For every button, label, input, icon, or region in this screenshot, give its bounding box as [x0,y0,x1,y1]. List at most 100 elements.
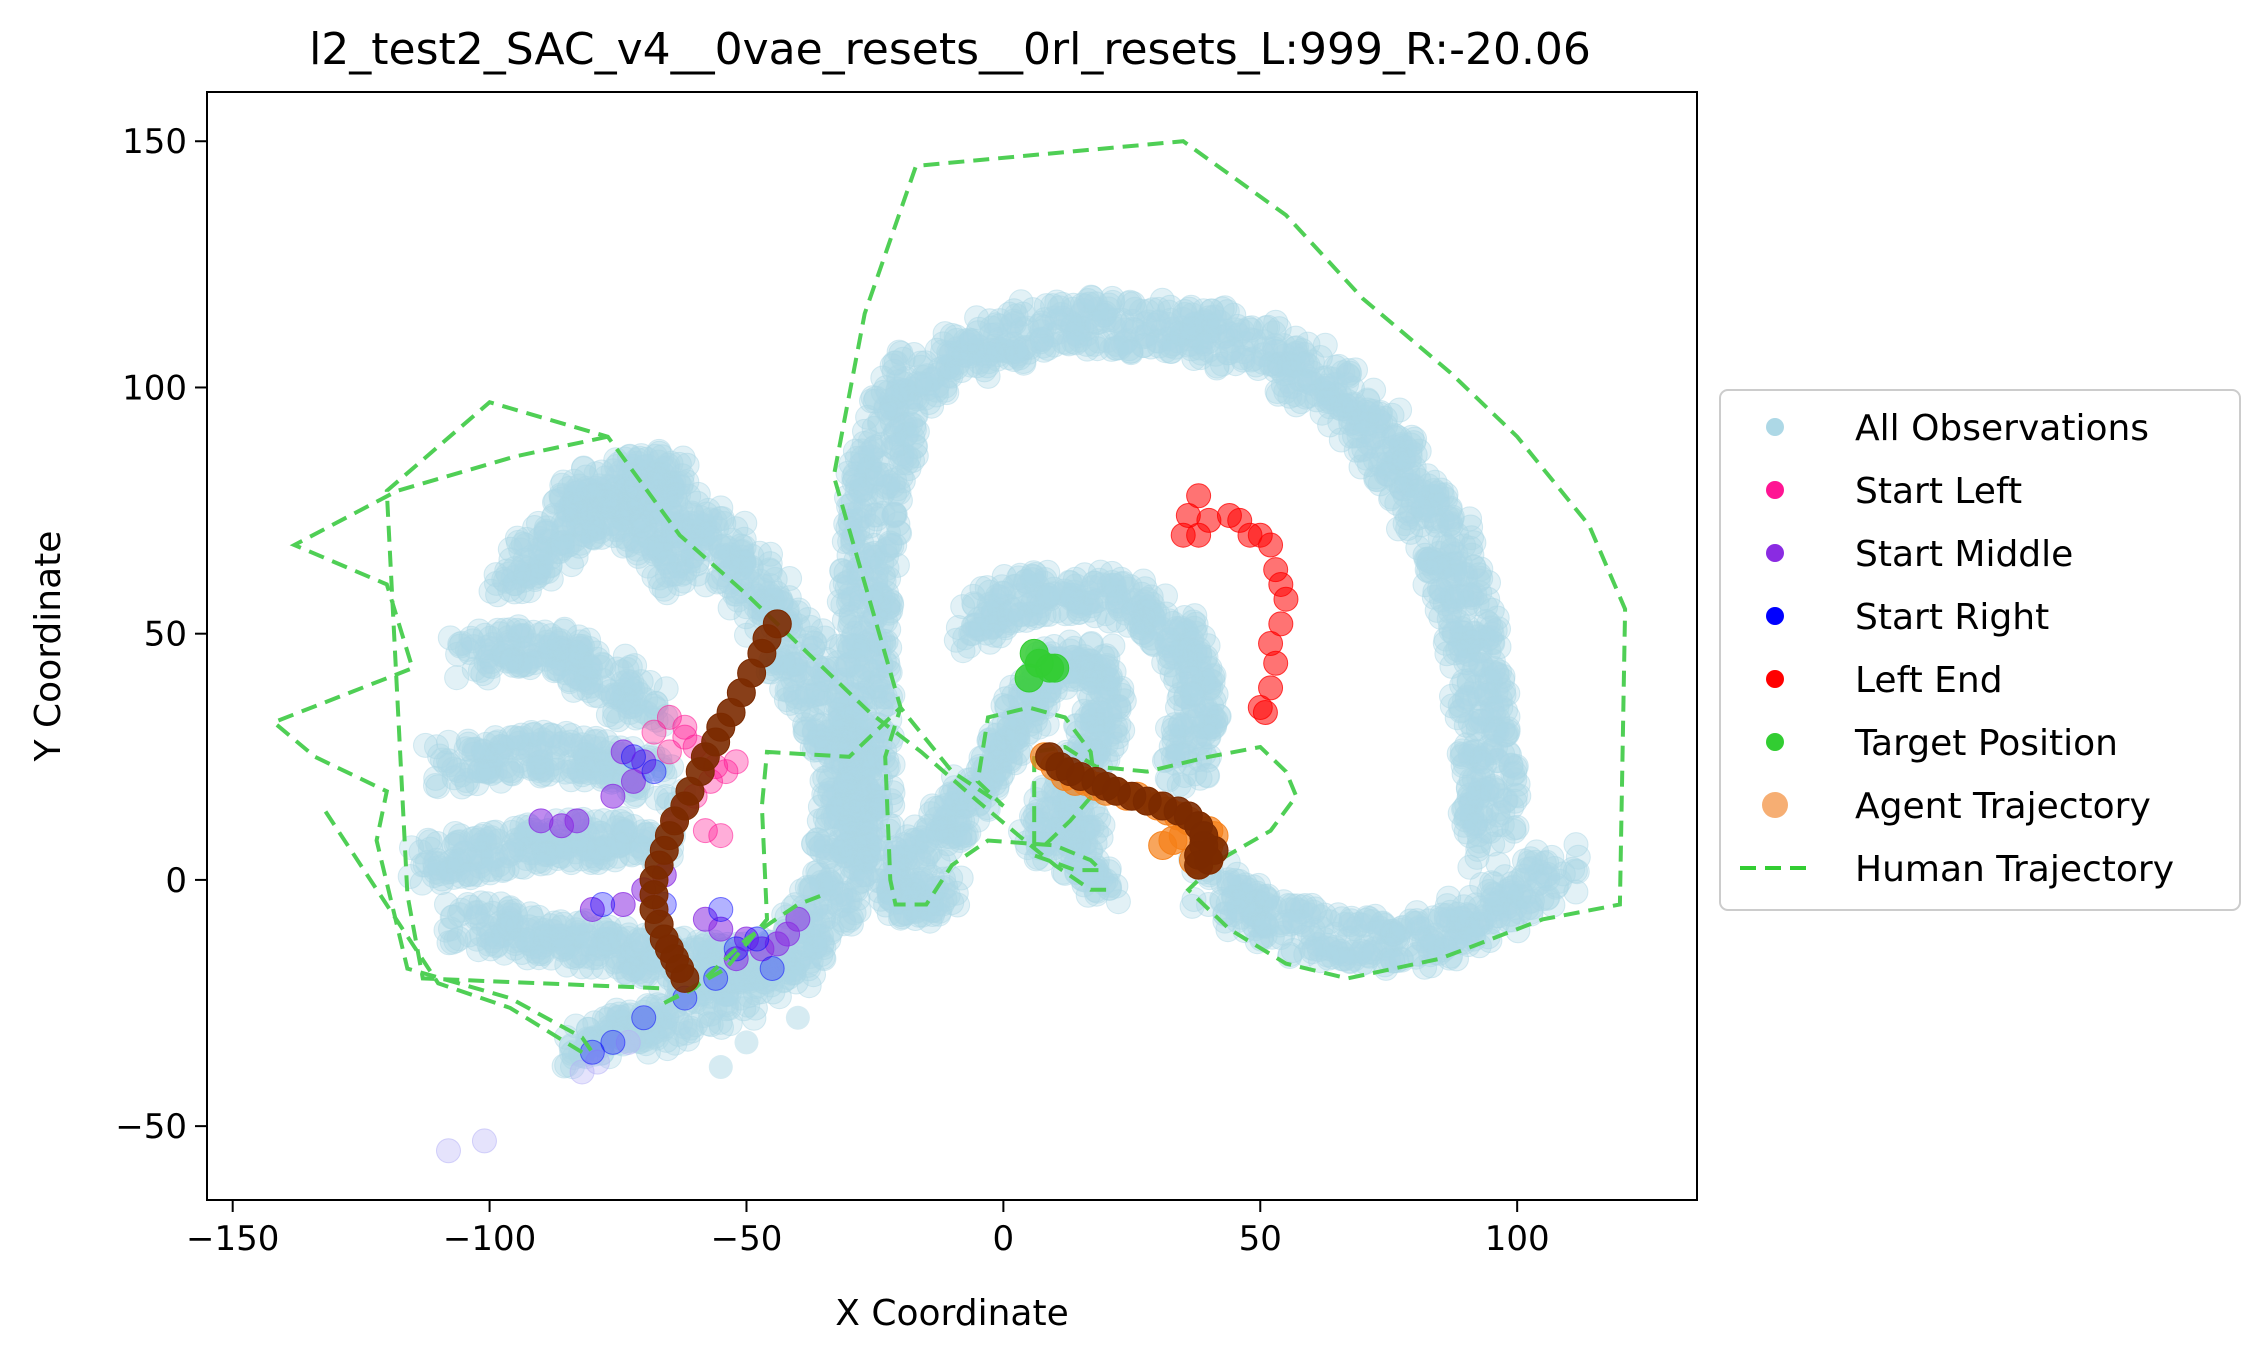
chart-title: l2_test2_SAC_v4__0vae_resets__0rl_resets… [309,24,1591,75]
observation-point [591,835,616,861]
start-point-faded [435,1138,461,1164]
observation-point [408,839,434,865]
left-end-point [1196,507,1222,533]
left-end-point [1247,695,1273,721]
observation-point [1525,871,1551,897]
observation-point [459,826,484,852]
y-tick-label: −50 [115,1107,187,1147]
y-tick-label: 100 [122,368,187,408]
legend-label: Agent Trajectory [1855,786,2151,827]
observation-point [1328,393,1354,418]
observation-point [862,783,887,809]
legend-marker [1766,670,1784,688]
agent-trajectory-point [1199,835,1229,865]
legend-label: All Observations [1855,408,2149,449]
observation-point [1565,844,1591,870]
left-end-point [1258,532,1284,558]
observation-point [577,734,603,760]
observation-point [734,1030,759,1055]
observation-point [528,540,553,566]
observation-point [590,667,616,693]
observation-point [1534,849,1560,875]
legend-marker [1762,792,1788,818]
legend-label: Left End [1855,660,2003,701]
observation-point [1501,874,1526,900]
observation-point [537,722,563,748]
observation-point [422,850,448,876]
observation-point [415,827,441,853]
start-middle-point [564,808,590,834]
observation-point [1086,806,1112,832]
x-tick-label: −150 [186,1219,279,1259]
observation-point [413,732,438,758]
legend-label: Human Trajectory [1855,849,2174,890]
start-right-point [600,1029,626,1055]
legend-marker [1766,607,1784,625]
legend-marker [1766,481,1784,499]
legend-label: Target Position [1854,723,2118,764]
observation-point [465,899,491,925]
observation-point [455,862,481,888]
plot-area [269,139,1628,1164]
observation-point [1360,398,1386,424]
observation-point [508,734,534,760]
observation-point [585,850,611,875]
legend-label: Start Left [1855,471,2022,512]
observation-point [512,652,538,678]
observation-point [547,843,573,869]
observation-point [801,831,826,857]
observation-point [1467,828,1493,854]
legend-label: Start Middle [1855,534,2073,575]
observation-point [551,730,577,756]
start-left-point [723,749,749,775]
observation-point [653,676,679,702]
observation-point [1008,289,1034,315]
observation-point [1003,339,1029,365]
left-end-point [1263,650,1289,676]
observation-point [623,676,649,702]
x-tick-label: −50 [711,1219,783,1259]
observation-point [513,846,539,871]
left-end-point [1273,586,1299,612]
observation-point [479,847,505,872]
start-left-point [656,739,682,765]
x-tick-label: −100 [443,1219,536,1259]
observation-point [456,731,481,757]
start-right-point [708,896,734,922]
observation-point [1385,924,1411,950]
observation-point [1415,525,1441,551]
observation-point [1056,331,1082,357]
observation-point [830,892,856,918]
observation-point [506,614,531,640]
observation-point [1160,744,1186,770]
observation-point [610,831,636,857]
start-right-point [759,956,785,982]
legend-box [1719,389,2241,911]
observation-point [430,747,455,773]
observation-point [1347,941,1373,967]
observation-point [648,573,674,599]
x-axis-label: X Coordinate [835,1293,1068,1334]
agent-trajectory-point [670,963,700,993]
observation-point [409,870,435,896]
observation-point [1413,504,1439,529]
agent-trajectory-point [1148,830,1178,860]
legend-label: Start Right [1855,597,2049,638]
observation-point [708,1055,733,1080]
x-tick-label: 100 [1485,1219,1550,1259]
start-point-faded [471,1128,497,1154]
observation-point [785,1005,810,1030]
start-middle-point [528,808,554,834]
observations-layer [397,284,1591,1080]
observation-point [417,829,443,855]
observation-point [584,728,610,754]
observation-point [1187,765,1213,791]
observation-point [925,891,951,917]
y-tick-label: 0 [165,861,187,901]
observation-point [707,1009,733,1035]
x-tick-label: 50 [1239,1219,1282,1259]
observation-point [480,636,506,662]
target-position-point [1040,653,1070,683]
observation-point [466,618,492,644]
